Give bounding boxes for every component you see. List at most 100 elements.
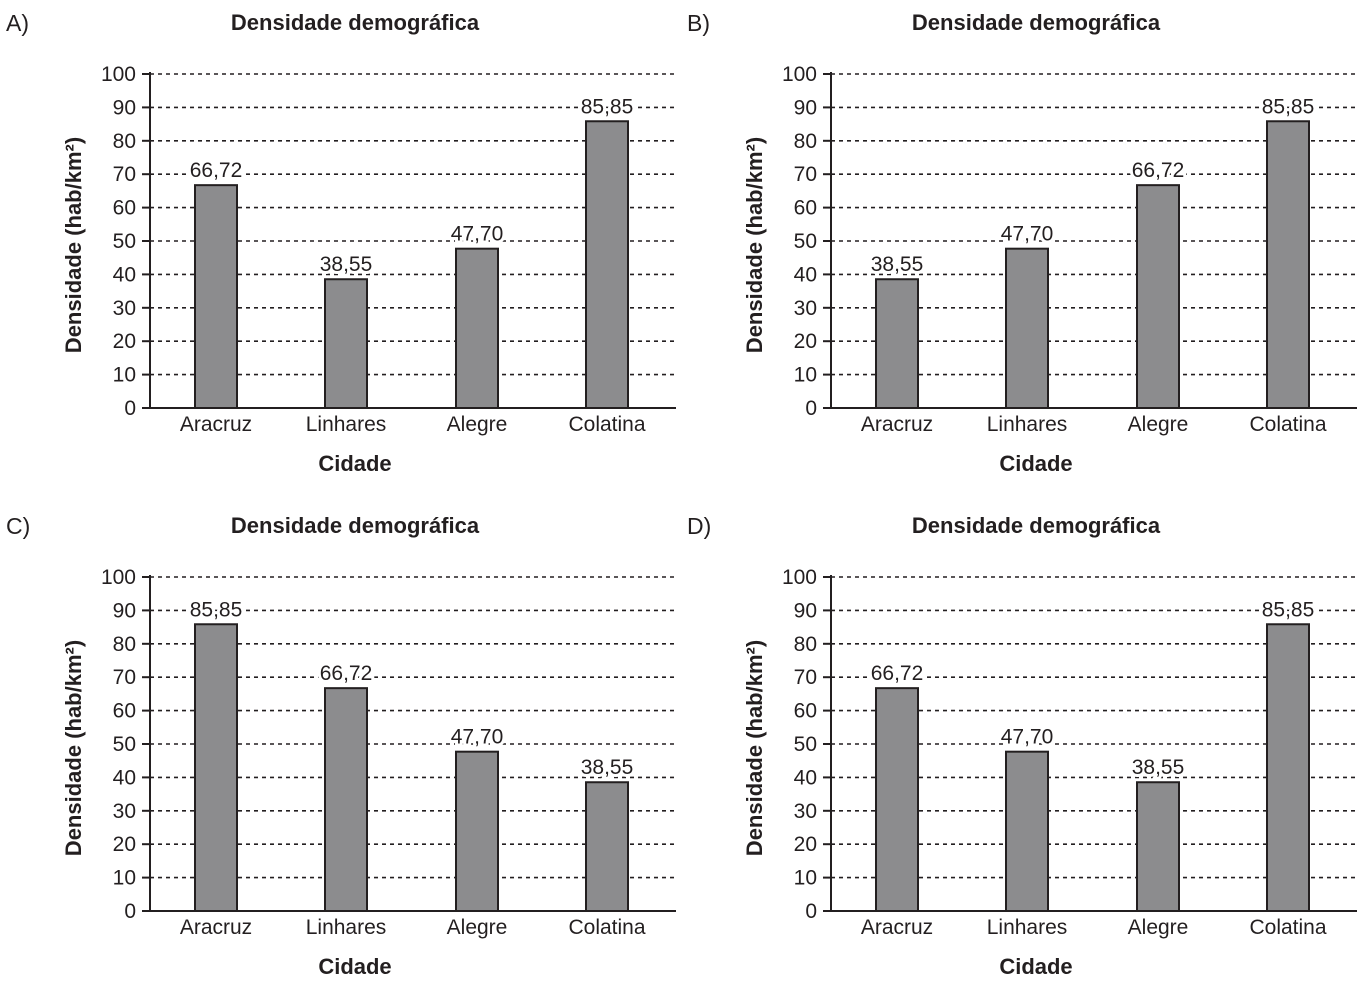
bar: [324, 687, 368, 912]
y-tick-label: 10: [113, 364, 136, 387]
y-tick-label: 90: [113, 96, 136, 119]
y-tick-label: 60: [794, 197, 817, 220]
y-tick-label: 30: [794, 297, 817, 320]
bar-chart-b: B) Densidade demográfica 0 10 20 30 40 50 60 70 80…: [687, 10, 1357, 476]
y-tick-label: 100: [782, 63, 817, 86]
bar: [585, 120, 629, 410]
y-tick-label: 80: [113, 633, 136, 656]
y-tick-label: 0: [124, 900, 136, 923]
y-tick-label: 100: [782, 566, 817, 589]
y-tick-label: 60: [113, 197, 136, 220]
bar-value-label: 66,72: [320, 662, 373, 685]
bar-value-label: 47,70: [451, 726, 504, 749]
bar: [585, 781, 629, 913]
option-label: B): [687, 10, 710, 36]
chart-panel-c: C) Densidade demográfica 0 10 20 30 40 50 60 70 80…: [0, 503, 681, 993]
y-tick-label: 90: [794, 599, 817, 622]
option-label: A): [6, 10, 29, 36]
bar: [194, 184, 238, 409]
chart-panel-d: D) Densidade demográfica 0 10 20 30 40 50 60 70 80…: [681, 503, 1362, 993]
bar: [455, 247, 499, 409]
y-axis-label: Densidade (hab/km²): [742, 640, 767, 856]
bar-value-label: 47,70: [1001, 223, 1054, 246]
bar-value-label: 47,70: [451, 223, 504, 246]
option-label: C): [6, 513, 30, 539]
y-tick-label: 80: [794, 633, 817, 656]
bar-chart-a: A) Densidade demográfica 0 10 20 30 40 50 60 70 80…: [6, 10, 676, 476]
y-tick-label: 30: [113, 800, 136, 823]
chart-title: Densidade demográfica: [231, 10, 480, 35]
bar-value-label: 38,55: [871, 253, 924, 276]
y-tick-label: 40: [794, 263, 817, 286]
y-tick-label: 70: [794, 163, 817, 186]
bar-value-label: 85,85: [190, 598, 243, 621]
bar: [455, 750, 499, 912]
y-tick-label: 70: [113, 666, 136, 689]
bar: [1136, 184, 1180, 409]
x-tick-label: Colatina: [568, 916, 645, 939]
chart-title: Densidade demográfica: [231, 513, 480, 538]
y-tick-label: 0: [805, 397, 817, 420]
y-tick-label: 50: [794, 230, 817, 253]
bar: [194, 623, 238, 913]
y-tick-label: 80: [113, 130, 136, 153]
y-tick-label: 10: [113, 867, 136, 890]
bar-value-label: 66,72: [190, 159, 243, 182]
y-tick-label: 50: [113, 230, 136, 253]
y-tick-label: 0: [805, 900, 817, 923]
y-tick-label: 70: [794, 666, 817, 689]
x-tick-label: Aracruz: [180, 413, 252, 436]
bar-value-label: 85,85: [1262, 95, 1315, 118]
y-axis-label: Densidade (hab/km²): [742, 137, 767, 353]
y-tick-label: 30: [794, 800, 817, 823]
chart-title: Densidade demográfica: [912, 513, 1161, 538]
y-tick-label: 90: [113, 599, 136, 622]
y-tick-label: 40: [113, 766, 136, 789]
y-tick-label: 20: [794, 833, 817, 856]
y-tick-label: 40: [113, 263, 136, 286]
chart-panel-a: A) Densidade demográfica 0 10 20 30 40 50 60 70 80…: [0, 0, 681, 490]
bar: [1266, 120, 1310, 410]
chart-panel-b: B) Densidade demográfica 0 10 20 30 40 50 60 70 80…: [681, 0, 1362, 490]
x-tick-label: Colatina: [568, 413, 645, 436]
bar-value-label: 47,70: [1001, 726, 1054, 749]
x-tick-label: Linhares: [306, 916, 387, 939]
x-tick-label: Colatina: [1249, 413, 1326, 436]
x-tick-label: Linhares: [987, 916, 1068, 939]
x-tick-label: Linhares: [306, 413, 387, 436]
bar: [875, 278, 919, 410]
chart-title: Densidade demográfica: [912, 10, 1161, 35]
bar: [1136, 781, 1180, 913]
bar-chart-c: C) Densidade demográfica 0 10 20 30 40 50 60 70 80…: [6, 513, 676, 979]
bar: [1266, 623, 1310, 913]
y-tick-label: 20: [113, 833, 136, 856]
x-axis-label: Cidade: [318, 451, 391, 476]
bar-value-label: 38,55: [320, 253, 373, 276]
bar: [875, 687, 919, 912]
y-tick-label: 90: [794, 96, 817, 119]
bar-value-label: 85,85: [1262, 598, 1315, 621]
x-tick-label: Aracruz: [861, 413, 933, 436]
bar: [324, 278, 368, 410]
y-tick-label: 100: [101, 63, 136, 86]
bar-value-label: 85,85: [581, 95, 634, 118]
x-axis-label: Cidade: [318, 954, 391, 979]
y-tick-label: 0: [124, 397, 136, 420]
x-axis-label: Cidade: [999, 451, 1072, 476]
x-tick-label: Linhares: [987, 413, 1068, 436]
y-tick-label: 50: [113, 733, 136, 756]
y-tick-label: 10: [794, 364, 817, 387]
y-tick-label: 20: [113, 330, 136, 353]
y-tick-label: 100: [101, 566, 136, 589]
x-tick-label: Alegre: [1128, 413, 1189, 436]
x-tick-label: Aracruz: [861, 916, 933, 939]
option-label: D): [687, 513, 711, 539]
y-tick-label: 50: [794, 733, 817, 756]
y-tick-label: 60: [794, 700, 817, 723]
x-tick-label: Alegre: [447, 413, 508, 436]
y-tick-label: 40: [794, 766, 817, 789]
bar-value-label: 66,72: [1132, 159, 1185, 182]
bar-value-label: 38,55: [1132, 756, 1185, 779]
y-tick-label: 60: [113, 700, 136, 723]
x-tick-label: Aracruz: [180, 916, 252, 939]
